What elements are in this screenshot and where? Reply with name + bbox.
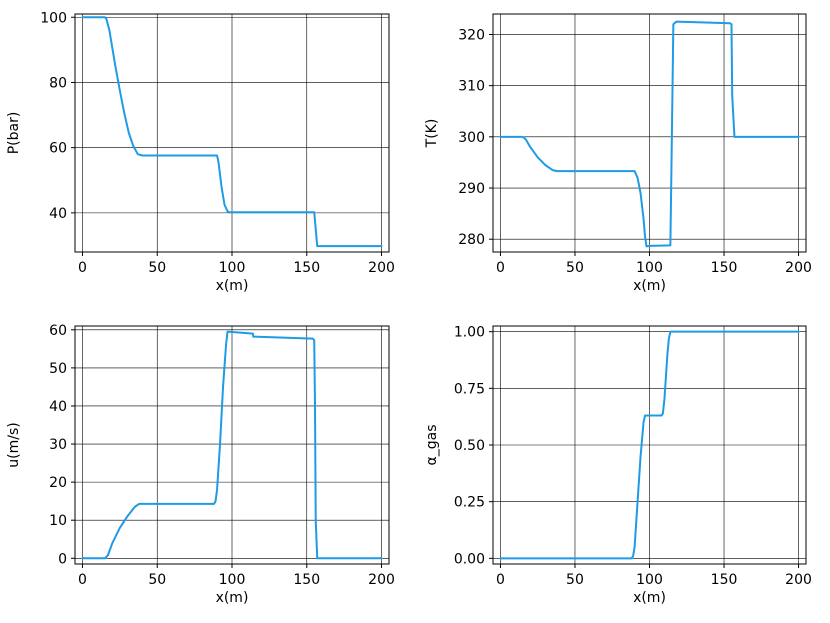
chart2-y-tick-label: 40 [49,399,67,415]
pressure-panel: 0 50 100 150 200 40 60 80 100 x(m) P(bar) [6,10,395,294]
chart2-y-tick-label: 0 [58,551,67,567]
chart1-y-tick-label: 300 [458,130,485,146]
chart0-y-tick-label: 80 [49,75,67,91]
chart2-y-tick-label: 50 [49,361,67,377]
chart0-x-tick-label: 200 [368,260,395,276]
chart1-x-tick-label: 100 [636,260,663,276]
chart1-y-tick-label: 280 [458,232,485,248]
chart2-y-axis-label: u(m/s) [6,422,22,467]
chart1-x-tick-label: 50 [566,260,584,276]
chart3-x-axis-label: x(m) [633,590,666,606]
chart2-x-tick-label: 150 [293,572,320,588]
chart3-x-tick-label: 0 [496,572,505,588]
chart2-x-tick-label: 50 [148,572,166,588]
chart0-x-tick-label: 100 [219,260,246,276]
chart1-y-tick-label: 290 [458,181,485,197]
chart0-series-line [81,16,383,248]
chart1-x-axis-label: x(m) [633,278,666,294]
chart3-y-axis-label: α_gas [424,425,440,466]
chart0-y-axis-label: P(bar) [6,112,22,155]
chart3-series-line [499,330,800,560]
chart0-y-tick-label: 100 [40,10,67,26]
chart3-x-tick-label: 150 [711,572,738,588]
chart3-y-tick-label: 1.00 [454,325,485,341]
chart2-x-tick-label: 0 [78,572,87,588]
chart3-x-tick-label: 200 [785,572,812,588]
chart2-x-tick-label: 100 [219,572,246,588]
chart0-x-tick-label: 150 [293,260,320,276]
chart3-x-tick-label: 100 [636,572,663,588]
chart0-y-tick-label: 60 [49,141,67,157]
chart1-series-line [499,20,800,248]
gas-fraction-panel: 0 50 100 150 200 0.00 0.25 0.50 0.75 1.00 x(m) α_ga… [424,325,812,606]
chart1-y-tick-label: 320 [458,27,485,43]
chart2-x-axis-label: x(m) [216,590,249,606]
chart0-x-tick-label: 0 [78,260,87,276]
chart2-x-tick-label: 200 [368,572,395,588]
chart2-y-tick-label: 10 [49,513,67,529]
temperature-panel: 0 50 100 150 200 280 290 300 310 320 x(m) T(K) [424,13,812,294]
chart1-x-tick-label: 0 [496,260,505,276]
chart2-y-tick-label: 20 [49,475,67,491]
chart1-x-tick-label: 150 [711,260,738,276]
chart3-y-tick-label: 0.50 [454,438,485,454]
velocity-panel: 0 50 100 150 200 0 10 20 30 40 50 60 x(m) u(m/s) [6,323,395,606]
chart3-y-tick-label: 0.25 [454,495,485,511]
chart1-x-tick-label: 200 [785,260,812,276]
chart0-x-tick-label: 50 [148,260,166,276]
chart2-y-tick-label: 60 [49,323,67,339]
chart0-x-axis-label: x(m) [216,278,249,294]
chart1-y-axis-label: T(K) [424,119,440,149]
chart1-y-tick-label: 310 [458,79,485,95]
chart3-y-tick-label: 0.00 [454,551,485,567]
chart2-series-line [81,330,383,560]
chart0-y-tick-label: 40 [49,206,67,222]
chart3-y-tick-label: 0.75 [454,381,485,397]
chart2-y-tick-label: 30 [49,437,67,453]
chart3-x-tick-label: 50 [566,572,584,588]
